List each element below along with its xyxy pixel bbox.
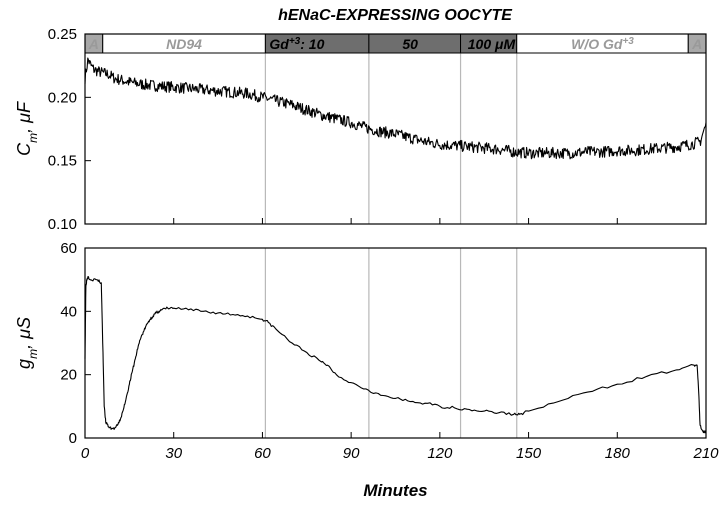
ytick-label-0-1: 0.15 (48, 153, 77, 170)
solution-label-1: ND94 (166, 36, 202, 52)
panel-frame-1 (84, 247, 707, 439)
xtick-label-6: 180 (605, 445, 631, 462)
ytick-label-0-3: 0.25 (48, 26, 77, 43)
xtick-label-1: 30 (165, 445, 182, 462)
solution-label-0: A (88, 36, 99, 52)
xtick-label-0: 0 (81, 445, 90, 462)
solution-label-2: Gd+3: 10 (269, 36, 324, 53)
chart-title: hENaC-EXPRESSING OOCYTE (278, 7, 513, 24)
series-line-1 (84, 275, 707, 434)
solution-label-5: W/O Gd+3 (571, 36, 634, 53)
xtick-label-5: 150 (516, 445, 542, 462)
ytick-label-1-3: 60 (60, 240, 77, 257)
xtick-label-3: 90 (343, 445, 360, 462)
ytick-label-1-2: 40 (60, 303, 77, 320)
chart-marks: A ND94 Gd+3: 10 50 100 μM W/O Gd+3 A 0.10 0.15 0.… (14, 26, 719, 500)
y-axis-label-1: gm, μS (14, 317, 40, 369)
y-axis-label-0: Cm, μF (14, 101, 40, 156)
panel-frame-0 (84, 33, 707, 225)
series-line-0 (84, 57, 707, 160)
xtick-label-2: 60 (254, 445, 271, 462)
ytick-label-1-0: 0 (69, 430, 77, 447)
solution-label-3: 50 (402, 36, 418, 52)
solution-label-4: 100 μM (468, 36, 516, 52)
xtick-label-4: 120 (427, 445, 453, 462)
ytick-label-0-0: 0.10 (48, 216, 77, 233)
xtick-label-7: 210 (692, 445, 719, 462)
ytick-label-1-1: 20 (60, 367, 77, 384)
x-axis-label: Minutes (363, 481, 427, 500)
ytick-label-0-2: 0.20 (48, 89, 77, 106)
solution-label-6: A (691, 36, 702, 52)
